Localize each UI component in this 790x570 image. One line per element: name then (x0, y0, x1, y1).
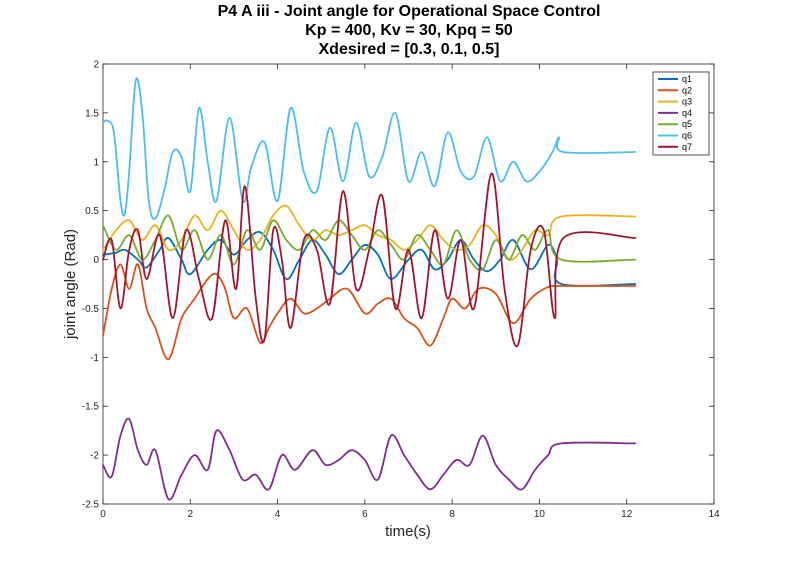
y-tick-label: -2 (90, 451, 99, 462)
x-tick-label: 14 (708, 509, 720, 520)
y-tick-label: -1.5 (82, 402, 100, 413)
legend-label-q1: q1 (682, 74, 692, 84)
legend-label-q7: q7 (682, 142, 692, 152)
x-tick-label: 10 (534, 509, 546, 520)
legend-label-q6: q6 (682, 131, 692, 141)
y-tick-label: -0.5 (82, 304, 100, 315)
y-tick-label: 0.5 (85, 206, 99, 217)
legend-label-q5: q5 (682, 119, 692, 129)
chart-title-line-2: Kp = 400, Kv = 30, Kpq = 50 (305, 22, 513, 39)
chart-title-line-3: Xdesired = [0.3, 0.1, 0.5] (319, 41, 500, 58)
y-tick-label: -2.5 (82, 500, 100, 511)
y-tick-label: -1 (90, 353, 99, 364)
legend-label-q4: q4 (682, 108, 692, 118)
x-tick-label: 0 (100, 509, 106, 520)
series-lines (102, 77, 637, 501)
y-tick-label: 2 (93, 60, 99, 71)
x-tick-label: 12 (621, 509, 633, 520)
chart-title: P4 A iii - Joint angle for Operational S… (218, 3, 601, 58)
series-line-q4 (102, 417, 637, 501)
y-tick-label: 0 (93, 255, 99, 266)
x-tick-label: 2 (188, 509, 194, 520)
series-line-q3 (102, 204, 637, 261)
y-tick-label: 1.5 (85, 108, 99, 119)
x-axis-label: time(s) (385, 523, 431, 540)
series-line-q2 (102, 263, 637, 361)
legend-label-q2: q2 (682, 85, 692, 95)
series-line-q1 (102, 231, 637, 287)
series-line-q6 (102, 77, 637, 220)
x-tick-label: 4 (275, 509, 281, 520)
x-tick-label: 8 (449, 509, 455, 520)
series-line-q7 (102, 172, 637, 348)
chart-title-line-1: P4 A iii - Joint angle for Operational S… (218, 3, 601, 20)
y-axis-label: joint angle (Rad) (62, 229, 79, 340)
axis-ticks: 0 2 4 6 8 10 12 14 2 1.5 1 0.5 0 -0.5 -1 -1.5 -2 -2.5 (82, 60, 720, 521)
x-tick-label: 6 (362, 509, 368, 520)
y-tick-label: 1 (93, 157, 99, 168)
legend-label-q3: q3 (682, 97, 692, 107)
